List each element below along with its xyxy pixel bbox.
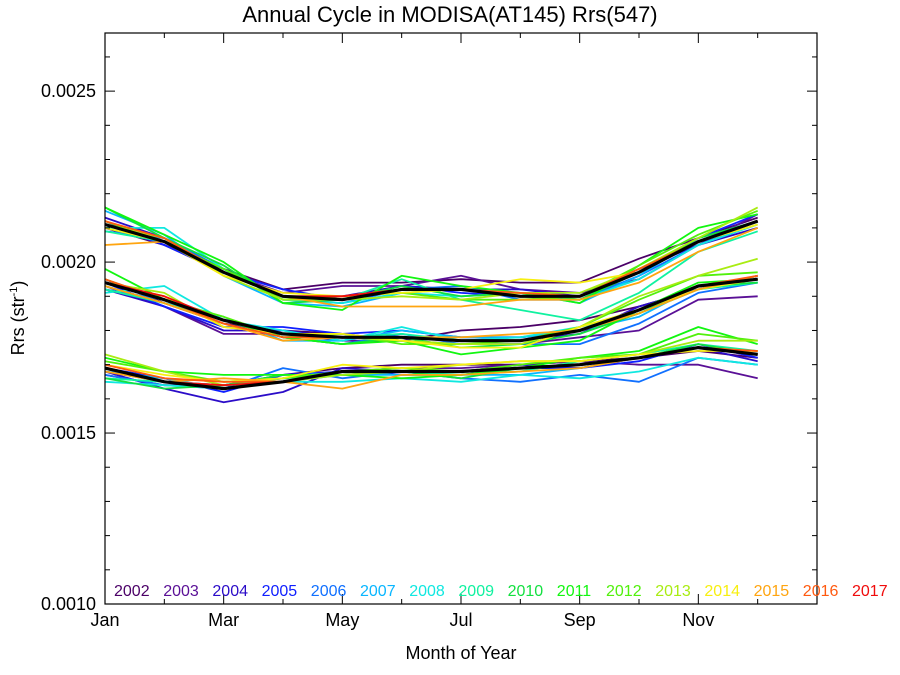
legend-label-2008: 2008	[409, 583, 445, 600]
x-tick-label: Nov	[682, 610, 714, 630]
legend-label-2012: 2012	[606, 583, 642, 600]
legend-label-2009: 2009	[458, 583, 494, 600]
series-line-2008-band-1	[105, 223, 758, 305]
y-tick-label: 0.0020	[41, 252, 96, 272]
legend-label-2013: 2013	[655, 583, 691, 600]
x-axis-title: Month of Year	[405, 643, 516, 663]
y-axis-title-tail: )	[8, 281, 28, 287]
y-tick-label: 0.0025	[41, 81, 96, 101]
y-tick-label: 0.0010	[41, 594, 96, 614]
x-tick-label: Mar	[208, 610, 239, 630]
x-tick-label: Sep	[564, 610, 596, 630]
series-line-2008-band-2	[104, 274, 758, 342]
legend-label-2005: 2005	[262, 583, 298, 600]
legend-label-2004: 2004	[212, 583, 248, 600]
y-axis-title-sup: -1	[8, 287, 20, 297]
legend-label-2002: 2002	[114, 583, 150, 600]
mean-lines	[104, 219, 759, 391]
legend-label-2017: 2017	[852, 583, 888, 600]
legend-label-2007: 2007	[360, 583, 396, 600]
year-legend: 2002 2003 2004 2005 2006 2007 2008 2009 2010 2011…	[114, 583, 888, 600]
y-axis-ticks: 0.0010 0.0015 0.0020 0.0025	[41, 56, 817, 614]
mean-line-3	[104, 346, 758, 391]
legend-label-2014: 2014	[704, 583, 740, 600]
legend-label-2016: 2016	[803, 583, 839, 600]
series-line-2013-band-3	[104, 339, 758, 387]
legend-label-2006: 2006	[311, 583, 347, 600]
series-line-2004-band-1	[104, 216, 758, 298]
series-line-2011-band-1	[104, 206, 758, 311]
x-tick-label: Jul	[449, 610, 472, 630]
series-line-2011-band-3	[104, 326, 758, 380]
x-axis-ticks: Jan Mar May Jul Sep Nov	[90, 33, 818, 630]
x-tick-label: Jan	[90, 610, 119, 630]
legend-label-2015: 2015	[754, 583, 790, 600]
mean-line-1	[104, 219, 759, 302]
y-axis-title-main: Rrs (str	[8, 296, 28, 355]
y-tick-label: 0.0015	[41, 423, 96, 443]
legend-label-2003: 2003	[163, 583, 199, 600]
x-tick-label: May	[325, 610, 359, 630]
chart-title: Annual Cycle in MODISA(AT145) Rrs(547)	[242, 2, 658, 27]
mean-line-2	[104, 277, 758, 343]
y-axis-title: Rrs (str-1)	[8, 281, 28, 356]
legend-label-2010: 2010	[508, 583, 544, 600]
series-line-2012-band-1	[104, 209, 759, 301]
legend-label-2011: 2011	[557, 583, 592, 600]
